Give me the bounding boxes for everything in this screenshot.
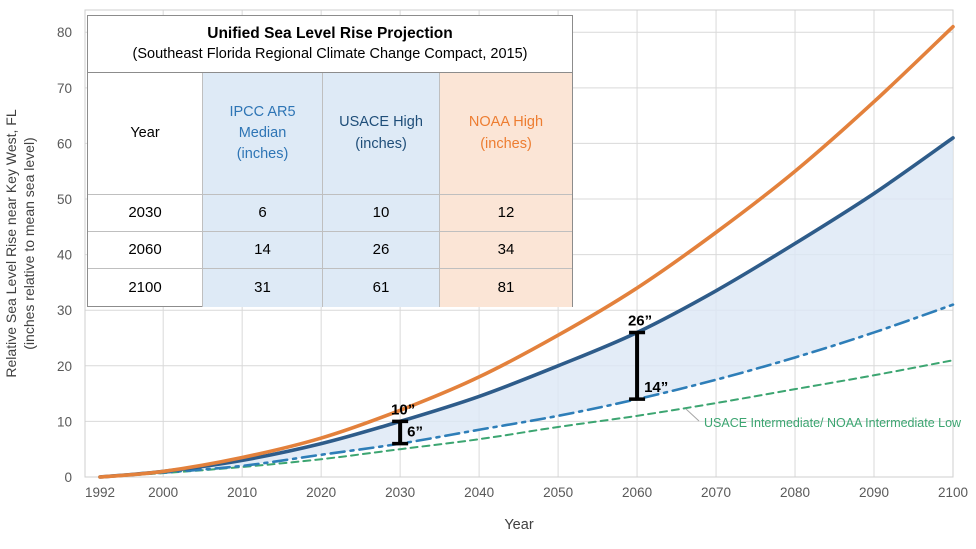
projection-table: Unified Sea Level Rise Projection (South… bbox=[87, 15, 573, 307]
cell-ipcc-2030: 6 bbox=[203, 195, 323, 232]
y-tick-label: 10 bbox=[57, 414, 72, 429]
x-tick-label: 2010 bbox=[227, 485, 257, 500]
callout-leader-line bbox=[685, 408, 700, 422]
x-tick-label: 2100 bbox=[938, 485, 968, 500]
y-axis-title-line2: (inches relative to mean sea level) bbox=[21, 137, 37, 349]
table-title: Unified Sea Level Rise Projection bbox=[207, 24, 453, 42]
x-tick-label: 2090 bbox=[859, 485, 889, 500]
x-tick-label: 1992 bbox=[85, 485, 115, 500]
x-axis-title: Year bbox=[504, 517, 533, 533]
y-tick-label: 40 bbox=[57, 248, 72, 263]
series-usace-intermediate-noaa-intermediate-low bbox=[99, 359, 954, 478]
intermediate-series-label: USACE Intermediate/ NOAA Intermediate Lo… bbox=[704, 416, 962, 430]
x-tick-label: 2050 bbox=[543, 485, 573, 500]
x-tick-label: 2040 bbox=[464, 485, 494, 500]
col-header-usace: USACE High (inches) bbox=[323, 73, 440, 195]
cell-noaa-2030: 12 bbox=[440, 195, 572, 232]
y-tick-label: 30 bbox=[57, 303, 72, 318]
x-tick-label: 2060 bbox=[622, 485, 652, 500]
cell-year-2060: 2060 bbox=[88, 232, 203, 269]
y-tick-label: 80 bbox=[57, 25, 72, 40]
col-header-ipcc: IPCC AR5 Median (inches) bbox=[203, 73, 323, 195]
x-tick-label: 2020 bbox=[306, 485, 336, 500]
y-tick-label: 20 bbox=[57, 359, 72, 374]
y-tick-label: 50 bbox=[57, 192, 72, 207]
cell-noaa-2100: 81 bbox=[440, 269, 572, 307]
cell-year-2100: 2100 bbox=[88, 269, 203, 307]
series-usace-high bbox=[98, 136, 955, 479]
x-tick-label: 2070 bbox=[701, 485, 731, 500]
table-grid: Year IPCC AR5 Median (inches) USACE High… bbox=[88, 73, 572, 307]
col-header-noaa: NOAA High (inches) bbox=[440, 73, 572, 195]
y-tick-label: 70 bbox=[57, 81, 72, 96]
series-ipcc-ar5-median bbox=[98, 303, 955, 479]
cell-usace-2100: 61 bbox=[323, 269, 440, 307]
table-title-block: Unified Sea Level Rise Projection (South… bbox=[88, 16, 572, 73]
projection-band bbox=[100, 137, 953, 477]
x-tick-label: 2080 bbox=[780, 485, 810, 500]
cell-year-2030: 2030 bbox=[88, 195, 203, 232]
table-subtitle: (Southeast Florida Regional Climate Chan… bbox=[132, 45, 528, 62]
cell-noaa-2060: 34 bbox=[440, 232, 572, 269]
series-noaa-high bbox=[98, 24, 955, 479]
x-tick-label: 2000 bbox=[148, 485, 178, 500]
y-tick-label: 0 bbox=[64, 470, 72, 485]
cell-ipcc-2100: 31 bbox=[203, 269, 323, 307]
annotation-top-label: 10” bbox=[391, 401, 415, 418]
annotation-bottom-label: 14” bbox=[644, 379, 668, 396]
y-tick-label: 60 bbox=[57, 136, 72, 151]
cell-ipcc-2060: 14 bbox=[203, 232, 323, 269]
cell-usace-2030: 10 bbox=[323, 195, 440, 232]
x-tick-label: 2030 bbox=[385, 485, 415, 500]
cell-usace-2060: 26 bbox=[323, 232, 440, 269]
y-axis-title-line1: Relative Sea Level Rise near Key West, F… bbox=[3, 109, 19, 377]
annotation-top-label: 26” bbox=[628, 312, 652, 329]
col-header-year: Year bbox=[88, 73, 203, 195]
annotation-bottom-label: 6” bbox=[407, 424, 423, 441]
